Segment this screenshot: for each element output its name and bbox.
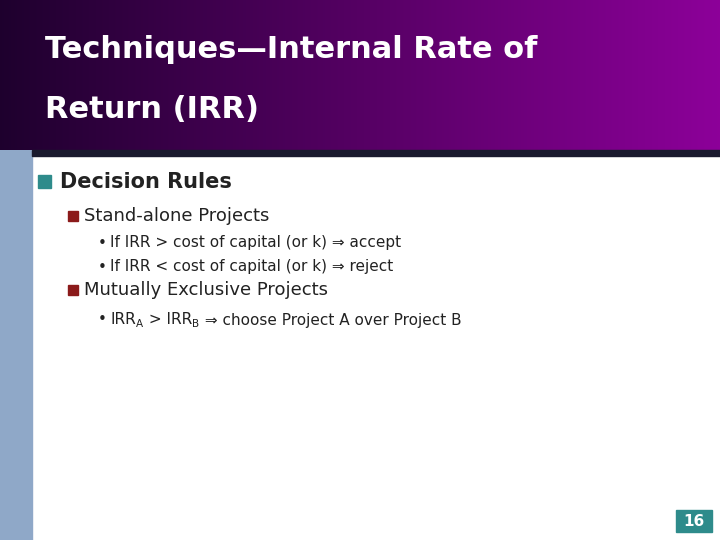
Bar [68, 285, 78, 295]
Text: Stand-alone Projects: Stand-alone Projects [84, 207, 269, 225]
Text: > IRR: > IRR [144, 313, 192, 327]
Text: Techniques—Internal Rate of: Techniques—Internal Rate of [45, 36, 537, 64]
Text: •: • [98, 235, 107, 251]
Text: Mutually Exclusive Projects: Mutually Exclusive Projects [84, 281, 328, 299]
Text: If IRR < cost of capital (or k) ⇒ reject: If IRR < cost of capital (or k) ⇒ reject [110, 260, 393, 274]
Bar [68, 211, 78, 221]
Bar [0, 0, 32, 540]
Text: •: • [98, 260, 107, 274]
Text: Decision Rules: Decision Rules [60, 172, 232, 192]
Text: If IRR > cost of capital (or k) ⇒ accept: If IRR > cost of capital (or k) ⇒ accept [110, 235, 401, 251]
Text: B: B [192, 319, 199, 329]
Text: •: • [98, 313, 107, 327]
Bar [676, 510, 712, 532]
Text: IRR: IRR [110, 313, 136, 327]
Bar [32, 150, 720, 156]
Text: 16: 16 [683, 514, 705, 529]
Bar [38, 175, 51, 188]
Text: Return (IRR): Return (IRR) [45, 96, 259, 125]
Text: A: A [136, 319, 143, 329]
Text: ⇒ choose Project A over Project B: ⇒ choose Project A over Project B [200, 313, 462, 327]
